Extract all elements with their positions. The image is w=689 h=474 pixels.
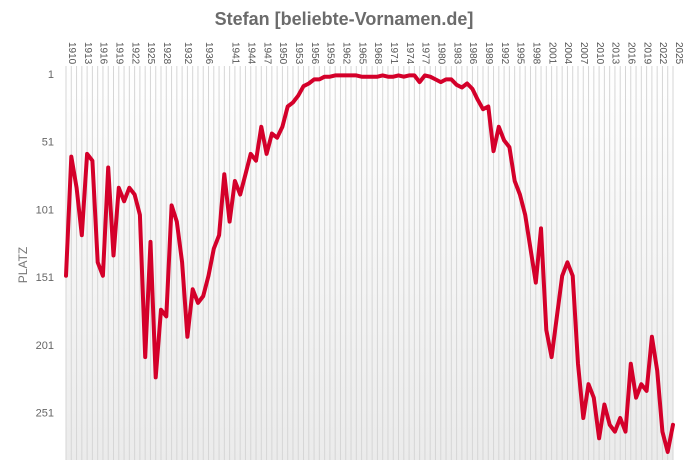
x-tick-label: 1910 xyxy=(66,42,77,65)
x-tick-label: 1959 xyxy=(325,42,336,65)
x-tick-label: 1944 xyxy=(245,42,256,65)
y-tick-label: 51 xyxy=(42,137,54,149)
x-tick-label: 2004 xyxy=(562,42,573,65)
chart-title: Stefan [beliebte-Vornamen.de] xyxy=(215,9,474,29)
x-tick-label: 2016 xyxy=(625,42,636,65)
x-tick-label: 1928 xyxy=(161,42,172,65)
x-tick-label: 1965 xyxy=(356,42,367,65)
y-tick-label: 101 xyxy=(36,204,54,216)
x-tick-label: 2010 xyxy=(594,42,605,65)
x-tick-label: 1922 xyxy=(129,42,140,65)
x-tick-label: 1941 xyxy=(230,42,241,65)
x-tick-label: 1956 xyxy=(309,42,320,65)
x-tick-label: 1977 xyxy=(420,42,431,65)
x-axis-ticks: 1910 1913 1916 1919 1922 1925 1928 1932 1936 1941… xyxy=(66,42,684,65)
x-tick-label: 1913 xyxy=(82,42,93,65)
x-tick-label: 1950 xyxy=(277,42,288,65)
series-layer xyxy=(64,73,675,454)
x-tick-label: 1980 xyxy=(435,42,446,65)
x-tick-label: 1989 xyxy=(483,42,494,65)
x-tick-label: 1947 xyxy=(261,42,272,65)
x-tick-label: 1916 xyxy=(98,42,109,65)
x-tick-label: 2025 xyxy=(673,42,684,65)
x-tick-label: 2007 xyxy=(578,42,589,65)
x-tick-label: 1986 xyxy=(467,42,478,65)
x-tick-label: 1925 xyxy=(145,42,156,65)
y-tick-label: 251 xyxy=(36,408,54,420)
x-tick-label: 1932 xyxy=(182,42,193,65)
series-line xyxy=(64,73,675,454)
x-tick-label: 2001 xyxy=(546,42,557,65)
y-tick-label: 201 xyxy=(36,340,54,352)
x-tick-label: 1953 xyxy=(293,42,304,65)
x-tick-label: 1992 xyxy=(499,42,510,65)
x-tick-label: 1995 xyxy=(515,42,526,65)
y-tick-label: 1 xyxy=(48,69,54,81)
y-axis-label: PLATZ xyxy=(16,247,30,283)
x-tick-label: 1983 xyxy=(451,42,462,65)
x-tick-label: 2019 xyxy=(641,42,652,65)
x-tick-label: 1974 xyxy=(404,42,415,65)
x-tick-label: 1919 xyxy=(114,42,125,65)
x-tick-label: 1936 xyxy=(203,42,214,65)
x-tick-label: 2022 xyxy=(657,42,668,65)
x-tick-label: 1968 xyxy=(372,42,383,65)
x-tick-label: 1971 xyxy=(388,42,399,65)
y-tick-label: 151 xyxy=(36,272,54,284)
x-tick-label: 1998 xyxy=(530,42,541,65)
x-tick-label: 1962 xyxy=(340,42,351,65)
x-tick-label: 2013 xyxy=(610,42,621,65)
vertical-grid xyxy=(65,66,674,460)
